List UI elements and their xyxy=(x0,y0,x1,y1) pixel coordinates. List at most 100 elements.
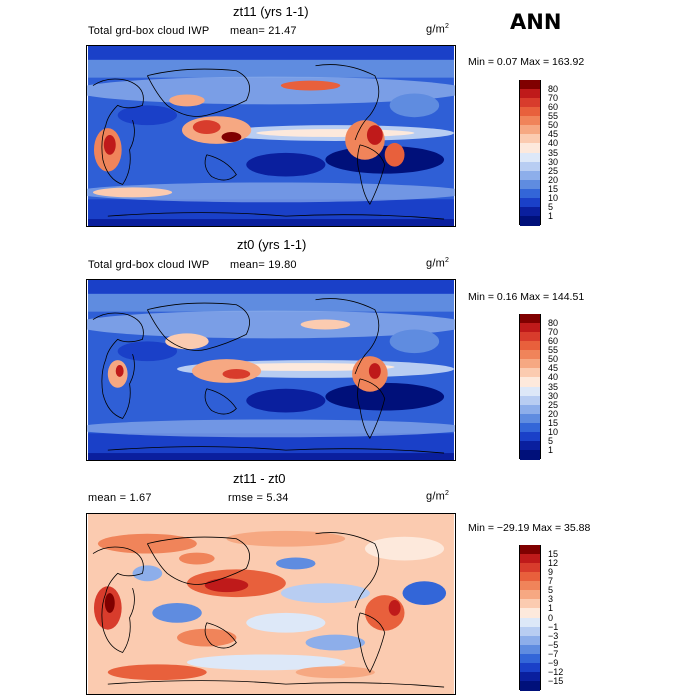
colorbar-label: 1 xyxy=(548,444,554,455)
colorbar-swatch xyxy=(520,323,540,333)
panel-1-title: zt11 (yrs 1-1) xyxy=(233,4,309,19)
colorbar-swatch xyxy=(520,671,540,682)
colorbar-label: 30 xyxy=(548,390,559,401)
panel-1-minmax: Min = 0.07 Max = 163.92 xyxy=(468,56,585,68)
colorbar-swatch xyxy=(520,554,540,564)
panel-3-rmse: rmse = 5.34 xyxy=(228,492,289,504)
colorbar-swatch xyxy=(520,404,540,415)
colorbar-label: −15 xyxy=(548,675,564,686)
colorbar-swatch xyxy=(520,386,540,397)
colorbar-swatch xyxy=(520,188,540,199)
panel-1-colorbar-labels: 80 70 60 55 50 45 40 35 30 25 20 15 10 5 1 xyxy=(548,80,588,225)
colorbar-label: −7 xyxy=(548,648,559,659)
panel-1-subtitle: Total grd-box cloud IWP xyxy=(88,25,210,37)
colorbar-label: 3 xyxy=(548,594,554,605)
colorbar-swatch xyxy=(520,617,540,628)
colorbar-swatch xyxy=(520,350,540,360)
colorbar-label: 10 xyxy=(548,426,559,437)
colorbar-label: 0 xyxy=(548,612,554,623)
colorbar-swatch xyxy=(520,377,540,387)
panel-3-colorbar-labels: 15 12 9 7 5 3 1 0 −1 −3 −5 −7 −9 −12 −15 xyxy=(548,545,588,690)
panel-1-units: g/m2 xyxy=(426,23,450,36)
colorbar-swatch xyxy=(520,80,540,90)
colorbar-swatch xyxy=(520,440,540,451)
colorbar-swatch xyxy=(520,332,540,342)
colorbar-label: 35 xyxy=(548,147,559,158)
colorbar-label: 25 xyxy=(548,165,559,176)
colorbar-swatch xyxy=(520,152,540,163)
panel-3-mean: mean = 1.67 xyxy=(88,492,152,504)
colorbar-label: 9 xyxy=(548,567,554,578)
colorbar-label: −5 xyxy=(548,639,559,650)
panel-2-minmax: Min = 0.16 Max = 144.51 xyxy=(468,291,585,303)
colorbar-label: 45 xyxy=(548,129,559,140)
colorbar-label: 55 xyxy=(548,111,559,122)
colorbar-swatch xyxy=(520,359,540,369)
colorbar-swatch xyxy=(520,599,540,609)
colorbar-swatch xyxy=(520,125,540,135)
colorbar-label: 5 xyxy=(548,201,554,212)
panel-2-map xyxy=(86,279,456,461)
colorbar-label: 45 xyxy=(548,363,559,374)
panel-2-mean: mean= 19.80 xyxy=(230,259,297,271)
panel-1-colorbar xyxy=(519,80,541,226)
colorbar-swatch xyxy=(520,422,540,433)
panel-3-map xyxy=(86,513,456,695)
panel-2-colorbar xyxy=(519,314,541,460)
colorbar-label: −12 xyxy=(548,666,564,677)
colorbar-label: 70 xyxy=(548,327,559,338)
colorbar-swatch xyxy=(520,206,540,217)
panel-3-units: g/m2 xyxy=(426,490,450,503)
colorbar-label: 60 xyxy=(548,102,559,113)
colorbar-swatch xyxy=(520,680,540,691)
colorbar-swatch xyxy=(520,134,540,144)
colorbar-swatch xyxy=(520,89,540,99)
colorbar-swatch xyxy=(520,161,540,172)
colorbar-label: 25 xyxy=(548,399,559,410)
colorbar-swatch xyxy=(520,653,540,664)
colorbar-label: 60 xyxy=(548,336,559,347)
colorbar-swatch xyxy=(520,608,540,618)
colorbar-label: 30 xyxy=(548,156,559,167)
season-label: ANN xyxy=(510,10,562,34)
colorbar-label: −9 xyxy=(548,657,559,668)
panel-3-minmax: Min = −29.19 Max = 35.88 xyxy=(468,522,591,534)
panel-2-colorbar-labels: 80 70 60 55 50 45 40 35 30 25 20 15 10 5 1 xyxy=(548,314,588,459)
colorbar-swatch xyxy=(520,644,540,655)
colorbar-label: 20 xyxy=(548,408,559,419)
colorbar-label: 15 xyxy=(548,417,559,428)
colorbar-label: 55 xyxy=(548,345,559,356)
colorbar-label: 10 xyxy=(548,192,559,203)
colorbar-label: 40 xyxy=(548,372,559,383)
colorbar-swatch xyxy=(520,215,540,226)
panel-3-title: zt11 - zt0 xyxy=(233,471,286,486)
colorbar-label: 35 xyxy=(548,381,559,392)
panel-2-units: g/m2 xyxy=(426,257,450,270)
colorbar-label: 80 xyxy=(548,318,559,329)
colorbar-swatch xyxy=(520,98,540,108)
panel-3-colorbar xyxy=(519,545,541,691)
colorbar-label: 1 xyxy=(548,210,554,221)
colorbar-swatch xyxy=(520,116,540,126)
panel-2-title: zt0 (yrs 1-1) xyxy=(237,237,307,252)
colorbar-swatch xyxy=(520,563,540,573)
colorbar-swatch xyxy=(520,143,540,153)
colorbar-label: 7 xyxy=(548,576,554,587)
colorbar-swatch xyxy=(520,635,540,646)
colorbar-label: 20 xyxy=(548,174,559,185)
colorbar-label: −3 xyxy=(548,630,559,641)
colorbar-swatch xyxy=(520,590,540,600)
colorbar-swatch xyxy=(520,107,540,117)
colorbar-label: 1 xyxy=(548,603,554,614)
colorbar-label: 5 xyxy=(548,585,554,596)
colorbar-swatch xyxy=(520,572,540,582)
colorbar-label: 15 xyxy=(548,183,559,194)
colorbar-swatch xyxy=(520,179,540,190)
colorbar-label: 40 xyxy=(548,138,559,149)
colorbar-swatch xyxy=(520,431,540,442)
colorbar-swatch xyxy=(520,626,540,637)
colorbar-swatch xyxy=(520,581,540,591)
colorbar-swatch xyxy=(520,413,540,424)
panel-1-mean: mean= 21.47 xyxy=(230,25,297,37)
colorbar-swatch xyxy=(520,314,540,324)
